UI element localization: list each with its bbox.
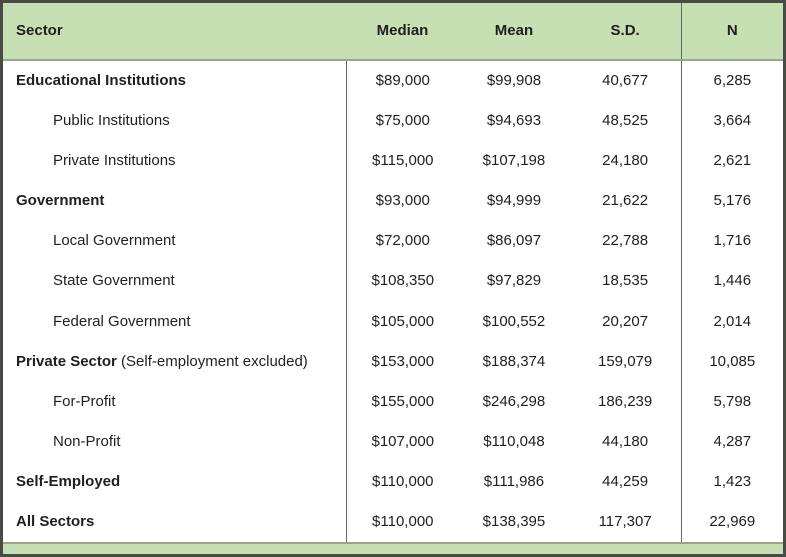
n-cell: 1,423 — [680, 461, 785, 502]
table-row: Government $93,000 $94,999 21,622 5,176 — [1, 181, 785, 222]
mean-cell: $138,395 — [458, 501, 570, 545]
sector-cell: State Government — [1, 261, 348, 302]
sector-label: Federal Government — [53, 312, 191, 330]
mean-cell: $94,693 — [458, 101, 570, 142]
n-cell: 2,621 — [680, 141, 785, 182]
table-row: Federal Government $105,000 $100,552 20,… — [1, 301, 785, 342]
table-row: Private Sector (Self-employment excluded… — [1, 341, 785, 382]
sd-cell: 44,180 — [569, 421, 682, 462]
table-row: State Government $108,350 $97,829 18,535… — [1, 261, 785, 302]
median-cell: $89,000 — [346, 60, 459, 102]
sector-cell: Educational Institutions — [1, 60, 348, 102]
sector-label: Educational Institutions — [16, 72, 187, 90]
median-cell: $115,000 — [346, 141, 459, 182]
sector-label: Private Sector — [16, 352, 117, 370]
sector-cell: Self-Employed — [1, 461, 348, 502]
column-header-sector: Sector — [1, 1, 347, 61]
table-row: For-Profit $155,000 $246,298 186,239 5,7… — [1, 381, 785, 422]
n-cell: 1,716 — [680, 221, 785, 262]
sector-label: All Sectors — [16, 512, 95, 530]
table-row: Self-Employed $110,000 $111,986 44,259 1… — [1, 461, 785, 502]
sector-label: Self-Employed — [16, 472, 121, 490]
median-cell: $107,000 — [346, 421, 459, 462]
header-row: Sector Median Mean S.D. N — [1, 1, 785, 61]
median-cell: $93,000 — [346, 181, 459, 222]
sd-cell: 24,180 — [569, 141, 682, 182]
sector-label: Private Institutions — [53, 152, 176, 170]
sd-cell: 18,535 — [569, 261, 682, 302]
n-cell: 2,014 — [680, 301, 785, 342]
mean-cell: $246,298 — [458, 381, 570, 422]
footer-strip — [1, 543, 785, 556]
sd-cell: 159,079 — [569, 341, 682, 382]
footer-strip-row — [1, 543, 785, 556]
median-cell: $108,350 — [346, 261, 459, 302]
sd-cell: 21,622 — [569, 181, 682, 222]
median-cell: $110,000 — [346, 501, 459, 545]
mean-cell: $97,829 — [458, 261, 570, 302]
median-cell: $72,000 — [346, 221, 459, 262]
median-cell: $153,000 — [346, 341, 459, 382]
sd-cell: 20,207 — [569, 301, 682, 342]
mean-cell: $111,986 — [458, 461, 570, 502]
mean-cell: $99,908 — [458, 60, 570, 102]
sector-cell: Non-Profit — [1, 421, 348, 462]
sector-cell: All Sectors — [1, 501, 348, 545]
column-header-mean: Mean — [458, 1, 570, 61]
sd-cell: 117,307 — [569, 501, 682, 545]
column-header-n: N — [680, 1, 785, 61]
sector-cell: Private Institutions — [1, 141, 348, 182]
sector-cell: Public Institutions — [1, 101, 348, 142]
n-cell: 22,969 — [680, 501, 785, 545]
sector-label: For-Profit — [53, 392, 116, 410]
sd-cell: 48,525 — [569, 101, 682, 142]
sector-cell: Local Government — [1, 221, 348, 262]
n-cell: 5,798 — [680, 381, 785, 422]
sector-label: Government — [16, 192, 105, 210]
column-header-sd: S.D. — [569, 1, 682, 61]
sector-cell: Private Sector (Self-employment excluded… — [1, 341, 348, 382]
mean-cell: $100,552 — [458, 301, 570, 342]
n-cell: 1,446 — [680, 261, 785, 302]
sector-label: Local Government — [53, 232, 176, 250]
mean-cell: $94,999 — [458, 181, 570, 222]
sector-label: State Government — [53, 272, 175, 290]
mean-cell: $188,374 — [458, 341, 570, 382]
sector-cell: For-Profit — [1, 381, 348, 422]
sector-label: Public Institutions — [53, 112, 170, 130]
table-body: Educational Institutions $89,000 $99,908… — [1, 60, 785, 545]
sector-label: Non-Profit — [53, 432, 121, 450]
table-row: Local Government $72,000 $86,097 22,788 … — [1, 221, 785, 262]
table-row: Public Institutions $75,000 $94,693 48,5… — [1, 101, 785, 142]
median-cell: $105,000 — [346, 301, 459, 342]
table-row: Educational Institutions $89,000 $99,908… — [1, 60, 785, 102]
median-cell: $155,000 — [346, 381, 459, 422]
n-cell: 5,176 — [680, 181, 785, 222]
sd-cell: 186,239 — [569, 381, 682, 422]
sd-cell: 40,677 — [569, 60, 682, 102]
n-cell: 3,664 — [680, 101, 785, 142]
n-cell: 6,285 — [680, 60, 785, 102]
median-cell: $110,000 — [346, 461, 459, 502]
n-cell: 4,287 — [680, 421, 785, 462]
table-row: Private Institutions $115,000 $107,198 2… — [1, 141, 785, 182]
mean-cell: $110,048 — [458, 421, 570, 462]
column-header-median: Median — [346, 1, 459, 61]
sector-label-suffix: (Self-employment excluded) — [116, 352, 308, 370]
sd-cell: 44,259 — [569, 461, 682, 502]
n-cell: 10,085 — [680, 341, 785, 382]
sector-cell: Government — [1, 181, 348, 222]
table-row: All Sectors $110,000 $138,395 117,307 22… — [1, 501, 785, 545]
sd-cell: 22,788 — [569, 221, 682, 262]
mean-cell: $107,198 — [458, 141, 570, 182]
sector-cell: Federal Government — [1, 301, 348, 342]
median-cell: $75,000 — [346, 101, 459, 142]
mean-cell: $86,097 — [458, 221, 570, 262]
table-row: Non-Profit $107,000 $110,048 44,180 4,28… — [1, 421, 785, 462]
